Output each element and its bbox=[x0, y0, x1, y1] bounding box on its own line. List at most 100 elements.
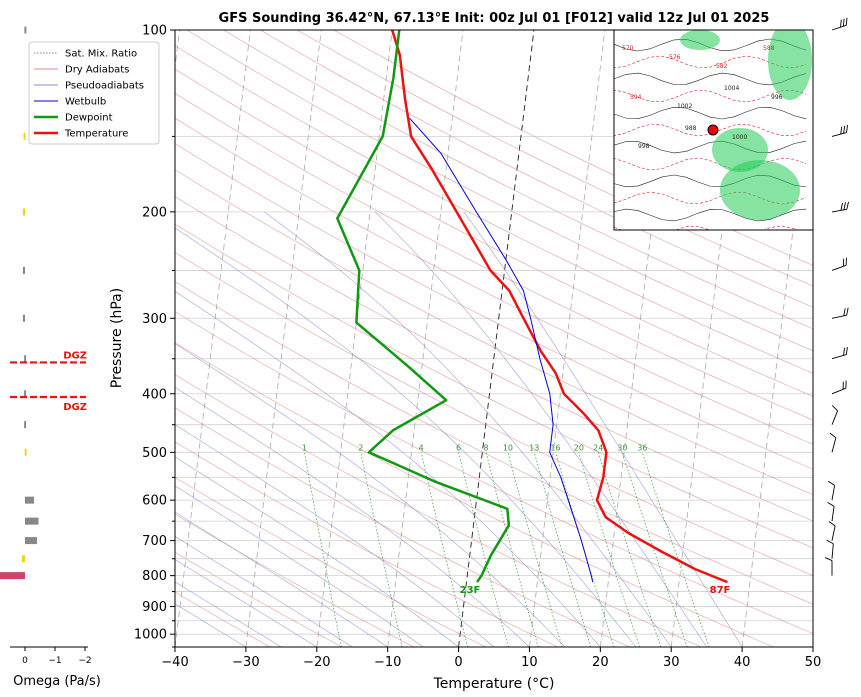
omega-bar bbox=[24, 421, 26, 428]
wind-barb-flag bbox=[829, 433, 837, 438]
omega-bar bbox=[23, 315, 25, 322]
wind-barb-flag bbox=[827, 502, 834, 506]
wind-barb-flag bbox=[845, 125, 850, 133]
wind-barb-glyph bbox=[831, 202, 850, 212]
pseudoadiabat bbox=[0, 212, 281, 647]
y-tick-label: 400 bbox=[142, 387, 167, 402]
wind-barb-staff bbox=[832, 544, 833, 559]
omega-bar bbox=[23, 208, 25, 215]
omega-bar bbox=[24, 27, 26, 34]
wind-barb-staff bbox=[832, 355, 846, 359]
x-tick-label: 0 bbox=[454, 655, 462, 670]
wind-barb-flag bbox=[842, 308, 846, 315]
mixing-ratio-label: 24 bbox=[593, 443, 603, 452]
wind-barb-staff bbox=[832, 315, 847, 318]
wind-barb bbox=[830, 125, 849, 136]
wind-barb-glyph bbox=[825, 433, 836, 452]
y-tick-label: 700 bbox=[142, 534, 167, 549]
mixing-ratio-label: 16 bbox=[550, 443, 560, 452]
x-tick-label: 10 bbox=[521, 655, 538, 670]
omega-bar bbox=[25, 518, 39, 525]
map-contour-label: 570 bbox=[622, 45, 634, 52]
mixing-ratio-label: 8 bbox=[484, 443, 489, 452]
wind-barb-flag bbox=[843, 381, 848, 389]
y-tick-label: 1000 bbox=[134, 628, 167, 643]
pseudoadiabat bbox=[0, 212, 246, 647]
wind-barb-flag bbox=[844, 18, 849, 26]
wind-barb-glyph bbox=[825, 481, 835, 500]
mixing-ratio-label: 6 bbox=[456, 443, 461, 452]
map-contour-label: 996 bbox=[771, 94, 783, 101]
wind-barb-flag bbox=[826, 540, 833, 544]
omega-bar bbox=[0, 572, 25, 579]
wind-barb bbox=[825, 433, 836, 452]
map-contour-label: 594 bbox=[630, 94, 642, 101]
wind-barb bbox=[826, 405, 839, 424]
wind-barb bbox=[825, 540, 834, 559]
wind-barb-flag bbox=[828, 481, 835, 485]
wind-barb-staff bbox=[832, 265, 846, 270]
wind-barb-glyph bbox=[830, 347, 849, 359]
pseudoadiabat bbox=[0, 212, 529, 647]
pseudoadiabat bbox=[0, 212, 459, 647]
map-contour-label: 576 bbox=[669, 54, 681, 61]
wind-barb bbox=[829, 381, 848, 394]
mixing-ratio-line bbox=[305, 452, 342, 647]
wind-barb-staff bbox=[832, 411, 838, 425]
wind-barb bbox=[831, 202, 850, 212]
legend-item: Dry Adiabats bbox=[65, 65, 129, 76]
wind-barb bbox=[830, 347, 849, 359]
mixing-ratio-label: 10 bbox=[503, 443, 513, 452]
omega-bar bbox=[25, 497, 34, 504]
legend: Sat. Mix. Ratio Dry Adiabats Pseudoadiabat… bbox=[29, 42, 159, 144]
wind-barb-glyph bbox=[825, 558, 832, 576]
legend-item: Pseudoadiabats bbox=[65, 81, 144, 92]
wind-barb-glyph bbox=[825, 540, 834, 559]
mixing-ratio-label: 13 bbox=[529, 443, 539, 452]
pseudoadiabat bbox=[0, 212, 494, 647]
mixing-ratio-line bbox=[508, 452, 562, 647]
wind-barb-flag bbox=[843, 202, 847, 209]
isotherm-line bbox=[529, 30, 604, 647]
x-tick-label: 40 bbox=[734, 655, 751, 670]
wind-barb-flag bbox=[828, 522, 835, 526]
wind-barb-flag bbox=[845, 308, 849, 315]
x-tick-label: −10 bbox=[374, 655, 401, 670]
wind-barb bbox=[825, 481, 835, 500]
legend-item: Sat. Mix. Ratio bbox=[65, 49, 137, 60]
wind-barb-glyph bbox=[830, 18, 849, 30]
wind-barb-staff bbox=[832, 438, 836, 452]
wind-barb-flag bbox=[842, 348, 847, 356]
map-contour-label: 1004 bbox=[724, 85, 739, 92]
dgz-label: DGZ bbox=[63, 350, 87, 361]
x-tick-label: 50 bbox=[805, 655, 822, 670]
x-tick-label: 30 bbox=[663, 655, 680, 670]
wind-barb-staff bbox=[832, 25, 846, 30]
wind-barb-staff bbox=[832, 209, 847, 212]
wind-barb bbox=[825, 522, 836, 541]
isotherm-line bbox=[246, 30, 321, 647]
wind-barb-staff bbox=[832, 388, 846, 394]
mixing-ratio-label: 30 bbox=[617, 443, 627, 452]
pseudoadiabat bbox=[464, 212, 742, 647]
x-axis-label: Temperature (°C) bbox=[433, 676, 555, 692]
mixing-ratio-line bbox=[598, 452, 661, 647]
wind-barb-staff bbox=[832, 485, 835, 500]
wind-barb-staff bbox=[832, 133, 846, 137]
wind-barb-flag bbox=[844, 258, 849, 266]
wind-barb-flag bbox=[825, 558, 832, 561]
omega-axis-label: Omega (Pa/s) bbox=[13, 674, 101, 689]
omega-bar bbox=[23, 267, 25, 274]
mixing-ratio-label: 20 bbox=[574, 443, 584, 452]
legend-item: Dewpoint bbox=[65, 113, 113, 124]
wind-barb-glyph bbox=[829, 381, 848, 394]
omega-bar bbox=[25, 537, 37, 544]
y-tick-label: 600 bbox=[142, 494, 167, 509]
x-tick-label: −40 bbox=[161, 655, 188, 670]
omega-bar bbox=[24, 355, 26, 362]
wind-barb-flag bbox=[842, 126, 847, 134]
pseudoadiabat bbox=[0, 212, 388, 647]
y-tick-label: 100 bbox=[142, 24, 167, 39]
y-tick-label: 900 bbox=[142, 600, 167, 615]
